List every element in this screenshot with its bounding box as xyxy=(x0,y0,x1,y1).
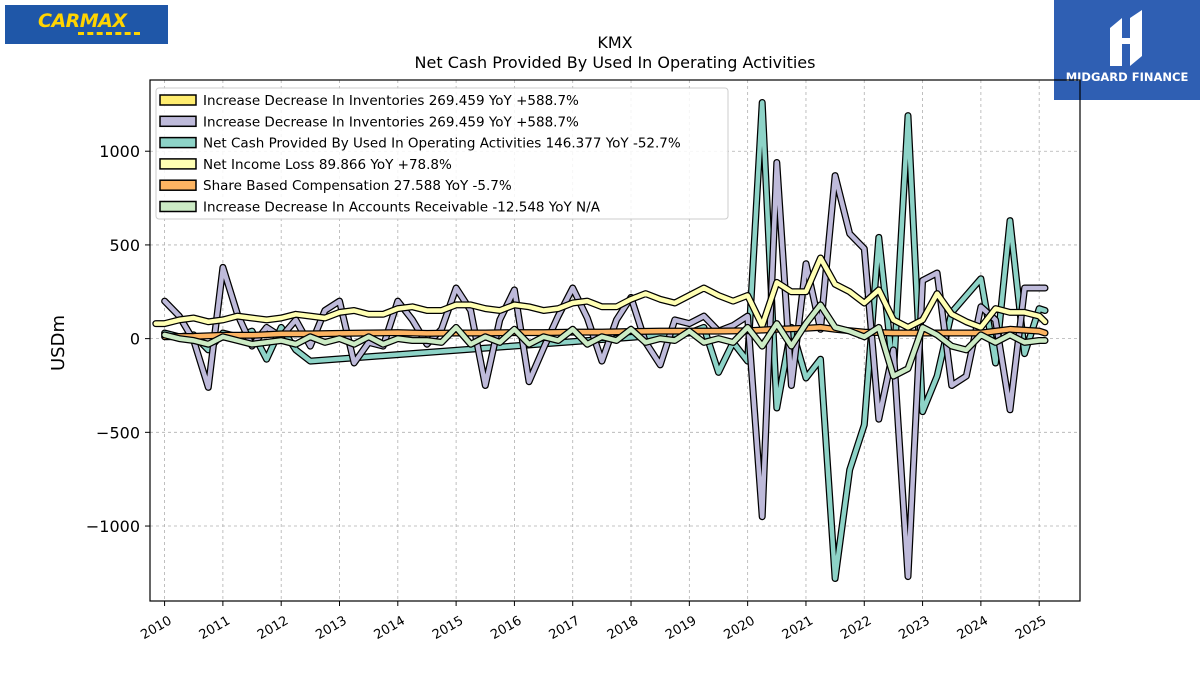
legend-label: Net Income Loss 89.866 YoY +78.8% xyxy=(203,157,452,173)
series-layer xyxy=(152,99,1049,582)
y-tick-label: 1000 xyxy=(99,142,140,161)
chart-ticker: KMX xyxy=(597,33,632,52)
legend-label: Increase Decrease In Inventories 269.459… xyxy=(203,114,579,130)
x-tick-label: 2024 xyxy=(955,613,991,643)
legend-swatch xyxy=(159,115,197,128)
x-tick-label: 2021 xyxy=(780,613,816,643)
x-tick-label: 2022 xyxy=(838,613,874,643)
x-tick-label: 2014 xyxy=(372,613,408,643)
y-tick-label: −1000 xyxy=(86,517,140,536)
midgard-emblem-icon xyxy=(1110,10,1142,66)
x-tick-label: 2016 xyxy=(488,613,524,643)
x-tick-label: 2011 xyxy=(197,613,233,643)
legend-swatch xyxy=(159,94,197,106)
legend-box xyxy=(155,87,729,220)
x-tick-label: 2023 xyxy=(896,613,932,643)
legend-label: Net Cash Provided By Used In Operating A… xyxy=(203,136,681,152)
legend-label: Increase Decrease In Inventories 269.459… xyxy=(203,93,579,109)
x-tick-label: 2012 xyxy=(255,613,291,643)
legend-swatch xyxy=(159,200,197,213)
plot-frame xyxy=(149,79,1081,602)
x-tick-label: 2015 xyxy=(430,613,466,643)
chart-title: Net Cash Provided By Used In Operating A… xyxy=(415,53,816,72)
y-axis-label: USDm xyxy=(48,315,69,371)
midgard-finance-name: MIDGARD FINANCE xyxy=(1065,70,1189,84)
legend-swatch xyxy=(159,158,197,170)
y-tick-label: 0 xyxy=(130,330,140,349)
carmax-logo: CARMAX xyxy=(5,5,168,44)
x-tick-label: 2018 xyxy=(605,613,641,643)
midgard-finance-logo: MIDGARD FINANCE xyxy=(1054,0,1200,100)
y-tick-label: 500 xyxy=(109,236,140,255)
legend-label: Share Based Compensation 27.588 YoY -5.7… xyxy=(203,178,512,194)
y-tick-label: −500 xyxy=(96,423,140,442)
carmax-logo-dashes xyxy=(78,32,140,38)
x-tick-label: 2025 xyxy=(1013,613,1049,643)
series-line xyxy=(162,302,1048,379)
series-line xyxy=(153,255,1048,330)
x-tick-label: 2017 xyxy=(547,613,583,643)
x-tick-label: 2013 xyxy=(313,613,349,643)
x-tick-label: 2019 xyxy=(663,613,699,643)
legend-swatch xyxy=(159,136,197,149)
legend-swatch xyxy=(159,179,197,191)
x-tick-label: 2020 xyxy=(721,613,757,643)
carmax-logo-text: CARMAX xyxy=(38,10,127,32)
legend: Increase Decrease In Inventories 269.459… xyxy=(155,87,729,220)
legend-label: Increase Decrease In Accounts Receivable… xyxy=(203,200,601,216)
x-tick-label: 2010 xyxy=(138,613,174,643)
